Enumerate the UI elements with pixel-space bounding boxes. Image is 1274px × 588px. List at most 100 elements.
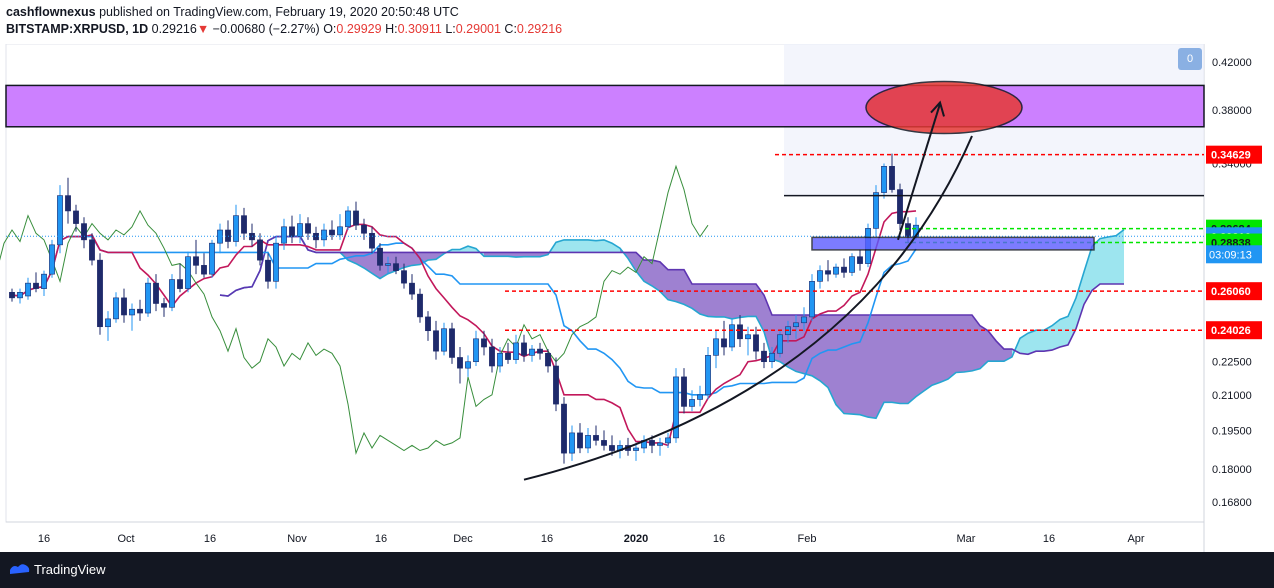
candle-body — [457, 357, 463, 369]
candle-body — [705, 355, 711, 396]
cloud-segment — [924, 314, 932, 391]
candle-body — [633, 447, 639, 451]
cloud-segment — [980, 325, 988, 369]
cloud-segment — [532, 252, 540, 257]
candle-body — [793, 322, 799, 328]
candle-body — [721, 338, 727, 348]
time-tick-label: 16 — [375, 533, 387, 545]
footer-brand[interactable]: TradingView — [34, 562, 106, 577]
price-chart[interactable]: 0.420000.380000.340000.225000.210000.195… — [0, 43, 1274, 552]
cloud-segment — [748, 284, 756, 317]
candle-body — [881, 166, 887, 193]
time-tick-label: 16 — [541, 533, 553, 545]
cloud-segment — [948, 314, 956, 380]
chart-header: cashflownexus published on TradingView.c… — [6, 4, 562, 38]
candle-body — [177, 279, 183, 289]
candle-body — [841, 266, 847, 273]
candle-body — [129, 308, 135, 316]
chart-area[interactable]: 0.42000 0.38000 0.34000 0.22500 0.21000 0.195… — [0, 43, 1274, 552]
countdown-label: 03:09:13 — [1209, 249, 1252, 261]
candle-body — [681, 376, 687, 407]
candle-body — [97, 259, 103, 328]
candle-body — [449, 328, 455, 358]
close-value: 0.29216 — [516, 22, 563, 36]
candle-body — [377, 247, 383, 266]
candle-body — [297, 223, 303, 237]
cloud-segment — [892, 314, 900, 404]
candle-body — [745, 334, 751, 340]
price-tag-label: 0.24026 — [1211, 325, 1251, 337]
cloud-segment — [876, 314, 884, 419]
footer-bar: TradingView — [0, 552, 1274, 588]
cloud-segment — [364, 252, 372, 274]
candle-body — [345, 210, 351, 228]
candle-body — [89, 239, 95, 261]
candle-body — [305, 223, 311, 234]
senkou-span-a-line — [219, 228, 1125, 420]
candle-body — [481, 338, 487, 348]
low-label: L: — [445, 22, 456, 36]
cloud-segment — [684, 269, 692, 309]
price-tick-label: 0.22500 — [1212, 357, 1252, 369]
cloud-segment — [708, 284, 716, 317]
price-tick-label: 0.21000 — [1212, 390, 1252, 402]
time-tick-label: Oct — [117, 533, 134, 545]
candle-body — [465, 361, 471, 369]
candle-body — [265, 259, 271, 282]
candle-body — [9, 291, 15, 299]
cloud-segment — [852, 314, 860, 415]
cloud-segment — [868, 314, 876, 419]
cloud-segment — [1100, 236, 1108, 285]
candle-body — [161, 303, 167, 308]
cloud-segment — [908, 314, 916, 404]
time-tick-label: Mar — [957, 533, 976, 545]
candle-body — [393, 263, 399, 271]
time-tick-label: Feb — [798, 533, 817, 545]
cloud-segment — [1060, 316, 1068, 348]
candle-body — [137, 308, 143, 314]
candle-body — [769, 352, 775, 363]
cloud-segment — [1084, 246, 1092, 305]
time-tick-label: 16 — [1043, 533, 1055, 545]
candle-body — [361, 224, 367, 234]
price-change: −0.00680 (−2.27%) — [212, 22, 320, 36]
scale-toggle-button[interactable]: 0 — [1178, 48, 1202, 70]
cloud-segment — [860, 314, 868, 418]
parabolic-curve — [523, 135, 973, 481]
time-tick-label: Dec — [453, 533, 473, 545]
cloud-segment — [1108, 235, 1116, 285]
price-tick-label: 0.38000 — [1212, 105, 1252, 117]
candle-body — [873, 192, 879, 229]
candle-body — [233, 215, 239, 242]
cloud-segment — [1116, 229, 1124, 285]
cloud-segment — [732, 284, 740, 319]
cloud-segment — [564, 239, 572, 253]
candle-body — [577, 432, 583, 449]
candle-body — [385, 263, 391, 266]
candle-body — [697, 394, 703, 400]
cloud-segment — [1020, 333, 1028, 355]
cloud-segment — [828, 314, 836, 405]
cloud-segment — [660, 261, 668, 300]
time-tick-label: 16 — [204, 533, 216, 545]
cloud-segment — [1068, 297, 1076, 345]
candle-body — [513, 342, 519, 360]
cloud-segment — [428, 252, 436, 261]
candle-body — [849, 256, 855, 273]
time-tick-label: Nov — [287, 533, 307, 545]
candle-body — [241, 215, 247, 234]
candle-body — [41, 273, 47, 289]
candle-body — [561, 403, 567, 454]
price-tick-label: 0.16800 — [1212, 497, 1252, 509]
candle-body — [257, 239, 263, 261]
author-name[interactable]: cashflownexus — [6, 5, 96, 19]
candle-body — [585, 435, 591, 449]
price-tick-label: 0.18000 — [1212, 464, 1252, 476]
cloud-segment — [1044, 325, 1052, 352]
senkou-span-b-line — [219, 235, 1124, 356]
cloud-segment — [652, 260, 660, 292]
cloud-segment — [716, 284, 724, 317]
cloud-segment — [484, 252, 492, 257]
candle-body — [73, 210, 79, 224]
cloud-segment — [740, 284, 748, 318]
